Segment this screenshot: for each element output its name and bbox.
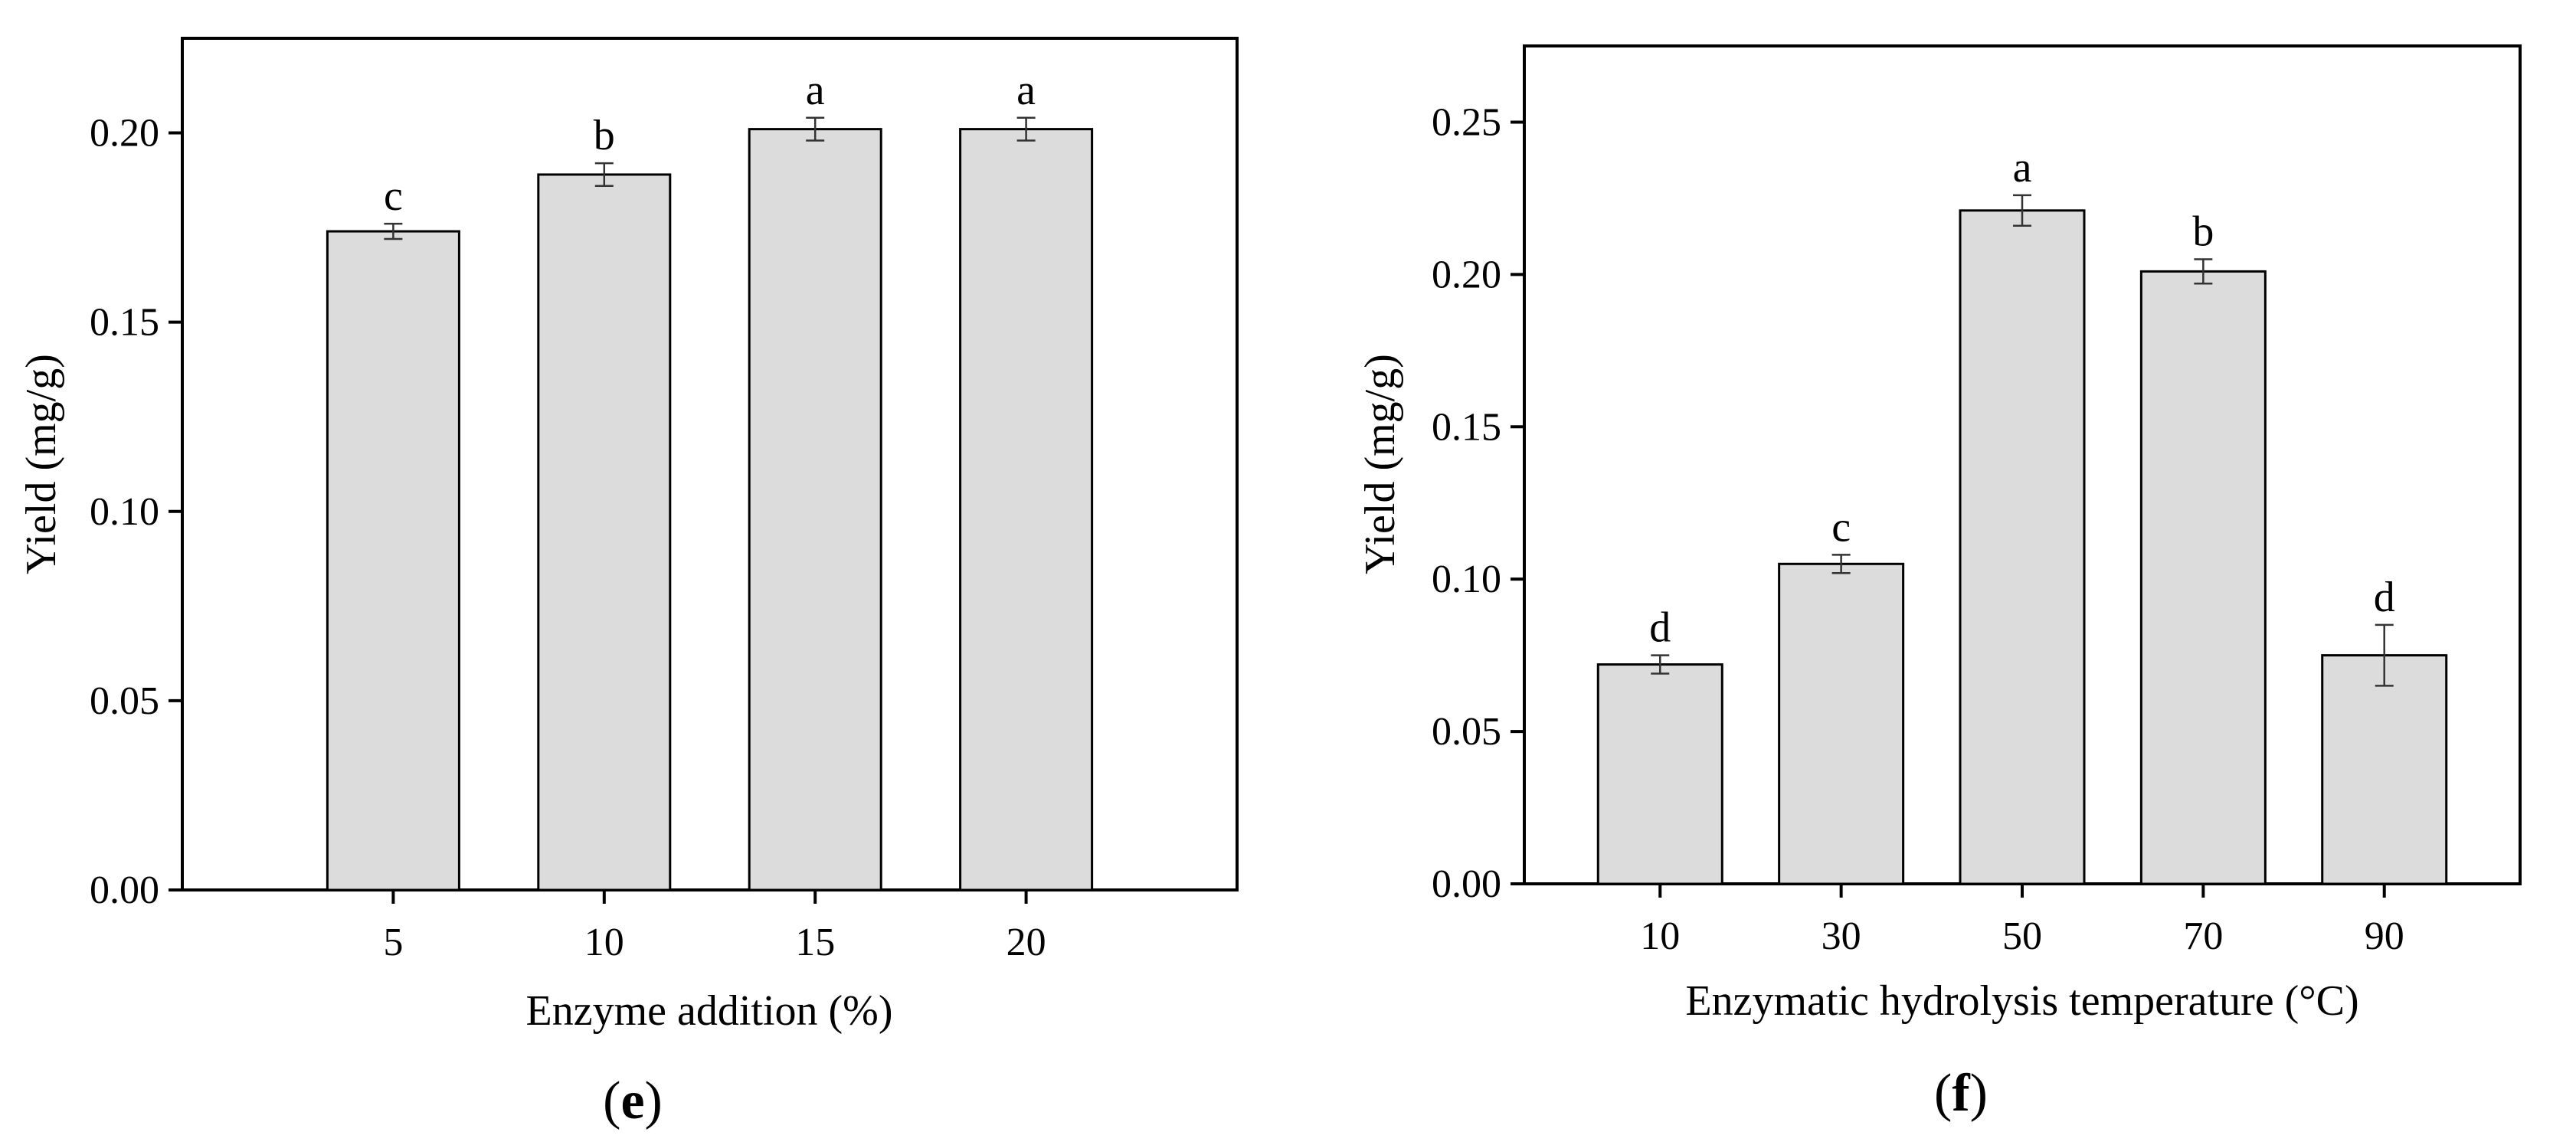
panel-letter-f: f [1952,1064,1970,1123]
y-tick-label: 0.10 [1432,558,1501,601]
significance-letter: a [2013,144,2032,191]
x-tick-label: 10 [584,921,624,964]
x-tick-label: 30 [1822,914,1861,958]
bar-f-30 [1778,562,1905,885]
bar-f-70 [2139,270,2267,885]
y-tick-label: 0.00 [90,869,159,912]
chart-panel-f: 0.00 0.05 0.10 0.15 0.20 0.25 d c a b d 10 30 50 70 9… [1357,44,2522,1123]
bar-e-10 [537,173,672,891]
x-tick-label: 90 [2365,914,2404,958]
significance-letter: b [594,112,615,159]
y-tick-label: 0.20 [90,112,159,155]
x-axis-e: 5 10 15 20 [383,890,1046,964]
y-tick-label: 0.05 [90,679,159,723]
x-axis-title-f: Enzymatic hydrolysis temperature (°C) [1685,977,2358,1025]
x-tick-label: 15 [795,921,835,964]
panel-label-e: (e) [603,1071,663,1130]
significance-letter: b [2192,208,2214,255]
x-tick-label: 10 [1640,914,1680,958]
y-tick-label: 0.20 [1432,253,1501,296]
y-axis-e: 0.00 0.05 0.10 0.15 0.20 [90,112,182,912]
bar-e-5 [326,230,460,891]
y-tick-label: 0.00 [1432,862,1501,906]
y-tick-label: 0.05 [1432,710,1501,754]
significance-letter: a [1016,67,1036,114]
bars-e: c b a a [326,67,1094,891]
panel-letter-e: e [620,1071,644,1130]
y-tick-label: 0.15 [90,301,159,345]
bar-e-20 [959,128,1094,891]
significance-letter: d [2374,574,2395,621]
y-tick-label: 0.25 [1432,100,1501,144]
bar-f-50 [1959,209,2086,885]
significance-letter: d [1649,604,1671,652]
panel-label-f: (f) [1934,1064,1988,1123]
y-tick-label: 0.10 [90,490,159,534]
y-tick-label: 0.15 [1432,405,1501,449]
y-axis-title-f: Yield (mg/g) [1357,354,1404,574]
x-axis-f: 10 30 50 70 90 [1640,884,2404,958]
bar-f-10 [1596,663,1723,885]
bars-f: d c a b d [1596,144,2448,885]
bar-f-90 [2321,654,2448,885]
y-axis-title-e: Yield (mg/g) [18,354,65,574]
plot-frame-e [181,37,1239,891]
significance-letter: a [806,67,825,114]
x-tick-label: 70 [2183,914,2223,958]
significance-letter: c [1831,503,1851,551]
x-axis-title-e: Enzyme addition (%) [526,987,893,1035]
x-tick-label: 20 [1007,921,1046,964]
x-tick-label: 50 [2002,914,2042,958]
x-tick-label: 5 [383,921,403,964]
y-axis-f: 0.00 0.05 0.10 0.15 0.20 0.25 [1432,100,1524,906]
chart-panel-e: 0.00 0.05 0.10 0.15 0.20 c b a a 5 10 15 20 Enzyme… [18,37,1239,1130]
bar-e-15 [748,128,882,891]
significance-letter: c [384,172,403,220]
